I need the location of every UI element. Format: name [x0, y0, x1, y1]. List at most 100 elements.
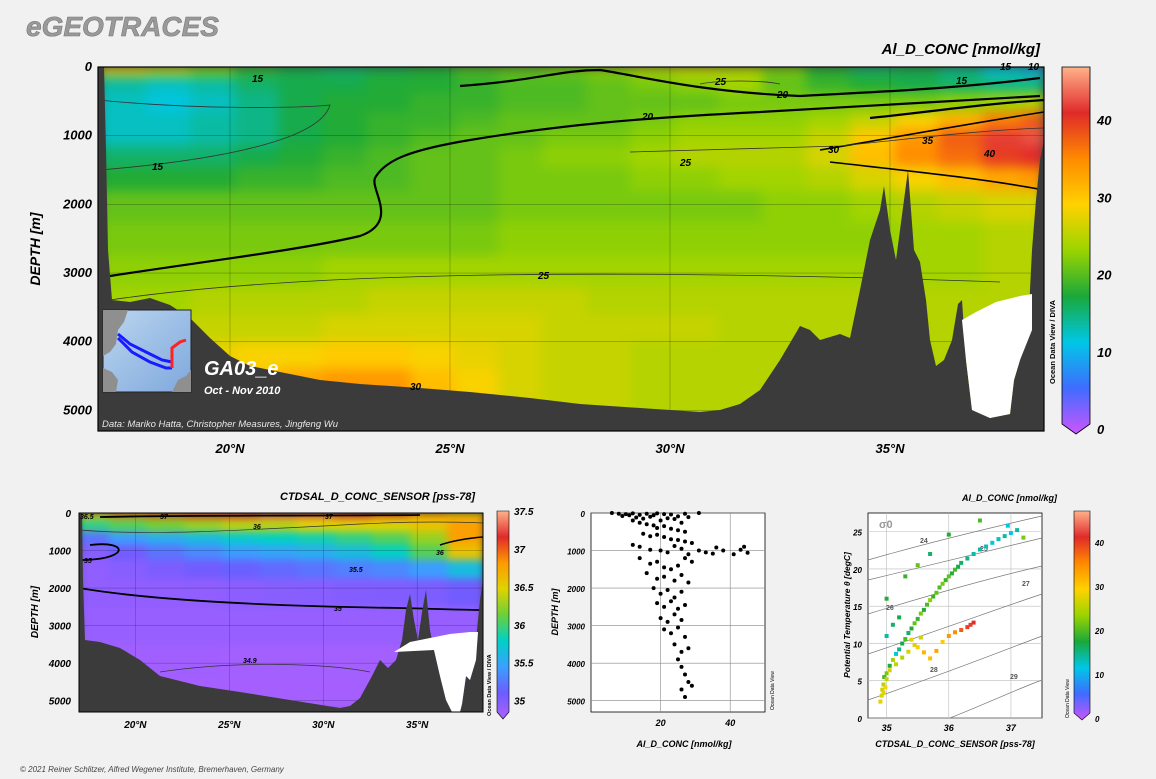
al-heatmap-cell [366, 92, 412, 113]
profile-point [679, 664, 684, 669]
salinity-colorbar-tick: 37.5 [514, 507, 534, 518]
al-heatmap-cell [322, 255, 368, 288]
contour-label: 35 [922, 136, 934, 147]
al-heatmap-cell [542, 128, 588, 147]
salinity-heatmap-cell [447, 518, 483, 533]
al-heatmap-cell [586, 128, 632, 147]
ts-point [931, 594, 936, 599]
ts-point [959, 560, 964, 565]
al-heatmap-cell [586, 286, 632, 316]
contour-label: 15 [956, 76, 968, 87]
main-bathymetry [98, 67, 1044, 431]
ts-point [990, 540, 995, 545]
cruise-label: GA03_e [204, 358, 279, 380]
profile-y-tick: 2000 [566, 585, 585, 594]
al-heatmap-cell [498, 369, 544, 398]
al-heatmap-cell [982, 190, 1023, 223]
ts-x-tick: 35 [882, 723, 893, 733]
al-heatmap-cell [190, 286, 236, 316]
al-heatmap-cell [278, 341, 324, 370]
al-heatmap-cell [278, 255, 324, 288]
ts-point [928, 656, 933, 661]
profile-point [658, 518, 663, 523]
contour-label: 37 [160, 514, 169, 521]
salinity-heatmap-cell [109, 606, 148, 646]
al-heatmap-cell [98, 128, 148, 147]
al-heatmap-cell [630, 221, 676, 257]
profile-point [637, 544, 642, 549]
salinity-heatmap-cell [297, 606, 336, 646]
contour-label: 10 [1028, 62, 1040, 73]
isopycnal-label: 28 [930, 667, 938, 674]
al-heatmap-cell [674, 314, 720, 343]
ts-colorbar [1073, 510, 1091, 721]
al-heatmap-cell [542, 221, 588, 257]
al-heatmap-cell [410, 190, 456, 223]
al-heatmap-cell [454, 190, 500, 223]
profile-point [662, 535, 667, 539]
profile-point [665, 588, 670, 592]
ts-point [881, 690, 886, 695]
al-heatmap-cell [98, 92, 148, 113]
al-heatmap-cell [322, 190, 368, 223]
al-heatmap-cell [674, 190, 720, 223]
profile-point [689, 541, 694, 545]
ts-point [909, 626, 914, 631]
salinity-heatmap-cell [409, 559, 449, 580]
salinity-heatmap-cell [372, 544, 411, 561]
al-heatmap-cell [586, 111, 632, 130]
salinity-plot-area [79, 513, 483, 712]
salinity-heatmap-cell [146, 544, 185, 561]
contour-label: 15 [152, 162, 164, 173]
ts-point [977, 547, 982, 552]
salinity-heatmap-cell [146, 606, 185, 646]
al-heatmap-cell [234, 92, 280, 113]
salinity-heatmap-cell [146, 578, 185, 608]
inset-map-track-west [117, 332, 173, 364]
main-y-tick: 4000 [62, 334, 93, 349]
al-heatmap-cell [762, 146, 808, 168]
ts-point [878, 699, 883, 704]
profile-point [672, 642, 677, 647]
al-heatmap-cell [454, 314, 500, 343]
salinity-heatmap-cell [259, 559, 298, 580]
ts-y-tick: 25 [852, 529, 862, 538]
profile-point [672, 612, 677, 617]
ts-colorbar-tick: 30 [1095, 583, 1104, 592]
inset-map-track-red [170, 338, 187, 368]
ts-point [900, 655, 905, 660]
al-heatmap-cell [322, 166, 368, 192]
salinity-heatmap-cell [409, 578, 449, 608]
al-heatmap-cell [1022, 128, 1044, 147]
profile-plot-frame [590, 512, 766, 713]
al-heatmap-cell [542, 92, 588, 113]
al-heatmap-cell [190, 111, 236, 130]
salinity-heatmap-cell [79, 518, 110, 533]
profile-point [669, 599, 673, 604]
salinity-heatmap-cell [447, 513, 483, 520]
salinity-heatmap-cell [146, 518, 185, 533]
salinity-heatmap-cell [221, 544, 261, 561]
salinity-heatmap-cell [409, 544, 449, 561]
al-heatmap-cell [498, 314, 544, 343]
al-heatmap-cell [806, 111, 852, 130]
al-heatmap-cell [850, 75, 896, 94]
al-heatmap-cell [938, 190, 984, 223]
salinity-y-tick: 3000 [49, 622, 72, 633]
al-heatmap-cell [190, 128, 236, 147]
main-y-tick: 0 [85, 59, 93, 74]
salinity-heatmap-cell [184, 518, 223, 533]
al-heatmap-cell [542, 369, 588, 398]
profile-point [641, 516, 646, 521]
al-heatmap-cell [718, 314, 764, 343]
al-heatmap-cell [410, 255, 456, 288]
salinity-heatmap-cell [221, 559, 261, 580]
al-heatmap-cell [542, 255, 588, 288]
al-heatmap-cell [190, 190, 236, 223]
salinity-y-tick: 5000 [49, 697, 72, 708]
al-heatmap-cell [982, 221, 1023, 257]
al-heatmap-cell [366, 67, 412, 77]
al-heatmap-cell [938, 111, 984, 130]
salinity-heatmap-cell [409, 513, 449, 520]
profile-point [672, 595, 677, 600]
